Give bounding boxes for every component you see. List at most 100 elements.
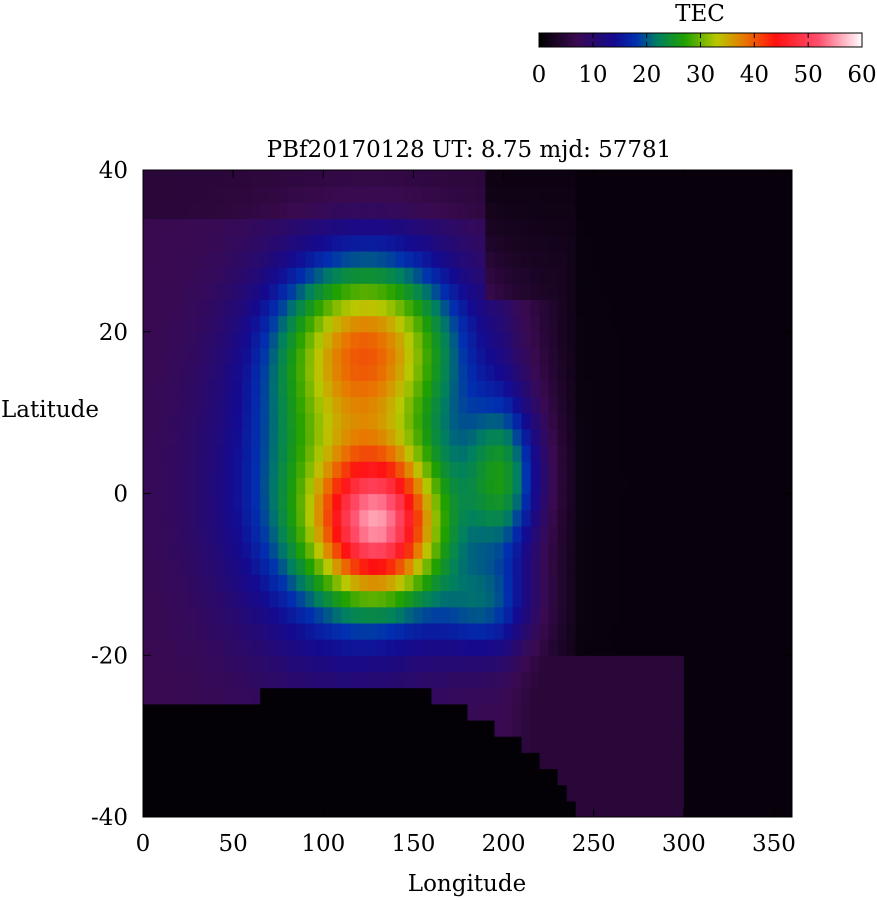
heatmap-cell (305, 461, 315, 478)
heatmap-cell (737, 267, 748, 284)
heatmap-cell (737, 299, 748, 317)
heatmap-cell (683, 461, 694, 478)
heatmap-cell (557, 703, 568, 721)
heatmap-cell (674, 768, 685, 786)
heatmap-cell (323, 396, 333, 414)
heatmap-cell (305, 267, 315, 284)
heatmap-cell (746, 267, 757, 284)
heatmap-cell (413, 752, 424, 770)
heatmap-cell (143, 800, 153, 817)
heatmap-cell (548, 542, 559, 559)
heatmap-cell (485, 250, 496, 268)
heatmap-cell (404, 380, 415, 398)
heatmap-cell (152, 234, 162, 252)
heatmap-cell (476, 331, 487, 349)
heatmap-cell (440, 299, 451, 317)
heatmap-cell (449, 299, 460, 317)
heatmap-cell (305, 736, 315, 753)
heatmap-cell (215, 768, 225, 786)
heatmap-cell (521, 736, 532, 753)
heatmap-cell (521, 428, 532, 446)
heatmap-cell (503, 622, 514, 640)
heatmap-cell (629, 622, 640, 640)
heatmap-cell (692, 493, 703, 511)
heatmap-cell (287, 768, 297, 786)
heatmap-cell (602, 590, 613, 608)
heatmap-cell (782, 655, 792, 673)
heatmap-cell (764, 331, 775, 349)
heatmap-cell (647, 412, 658, 430)
heatmap-cell (305, 606, 315, 624)
heatmap-cell (287, 170, 297, 187)
heatmap-cell (206, 170, 216, 187)
heatmap-cell (674, 800, 685, 817)
heatmap-cell (737, 170, 748, 187)
heatmap-cell (287, 364, 297, 381)
heatmap-cell (197, 267, 207, 284)
heatmap-cell (323, 606, 333, 624)
heatmap-cell (440, 703, 451, 721)
heatmap-cell (575, 752, 586, 770)
heatmap-cell (755, 315, 766, 333)
heatmap-cell (341, 784, 351, 802)
heatmap-cell (674, 606, 685, 624)
heatmap-cell (773, 542, 784, 559)
heatmap-cell (467, 202, 478, 220)
heatmap-cell (656, 622, 667, 640)
y-tick-label: -20 (91, 643, 128, 669)
heatmap-cell (746, 428, 757, 446)
heatmap-cell (773, 493, 784, 511)
heatmap-cell (305, 639, 315, 656)
heatmap-cell (629, 719, 640, 737)
heatmap-cell (593, 315, 604, 333)
heatmap-cell (152, 687, 162, 705)
heatmap-cell (323, 218, 333, 236)
heatmap-cell (458, 687, 469, 705)
heatmap-cell (170, 687, 180, 705)
heatmap-cell (485, 752, 496, 770)
heatmap-cell (665, 752, 676, 770)
heatmap-cell (386, 687, 396, 705)
heatmap-cell (611, 364, 622, 381)
heatmap-cell (188, 542, 198, 559)
heatmap-cell (764, 800, 775, 817)
heatmap-cell (431, 477, 442, 495)
heatmap-cell (485, 639, 496, 656)
heatmap-cell (287, 428, 297, 446)
heatmap-cell (512, 736, 523, 753)
heatmap-cell (764, 655, 775, 673)
heatmap-cell (647, 170, 658, 187)
heatmap-cell (674, 250, 685, 268)
heatmap-cell (260, 606, 270, 624)
heatmap-cell (674, 170, 685, 187)
heatmap-cell (593, 428, 604, 446)
heatmap-cell (728, 364, 739, 381)
heatmap-cell (710, 170, 721, 187)
heatmap-cell (413, 493, 424, 511)
heatmap-cell (422, 477, 433, 495)
heatmap-cell (665, 639, 676, 656)
heatmap-cell (773, 590, 784, 608)
heatmap-cell (611, 412, 622, 430)
heatmap-cell (602, 444, 613, 462)
heatmap-cell (269, 186, 279, 203)
heatmap-cell (467, 639, 478, 656)
heatmap-cell (647, 315, 658, 333)
heatmap-cell (701, 509, 712, 527)
heatmap-cell (458, 170, 469, 187)
heatmap-cell (314, 784, 324, 802)
heatmap-cell (242, 347, 252, 365)
heatmap-cell (764, 234, 775, 252)
heatmap-cell (152, 784, 162, 802)
heatmap-cell (602, 202, 613, 220)
heatmap-cell (449, 412, 460, 430)
heatmap-cell (530, 542, 541, 559)
heatmap-cell (350, 412, 360, 430)
heatmap-cell (656, 703, 667, 721)
heatmap-cell (467, 752, 478, 770)
heatmap-cell (170, 509, 180, 527)
heatmap-cell (656, 380, 667, 398)
heatmap-cell (710, 250, 721, 268)
heatmap-cell (296, 509, 306, 527)
